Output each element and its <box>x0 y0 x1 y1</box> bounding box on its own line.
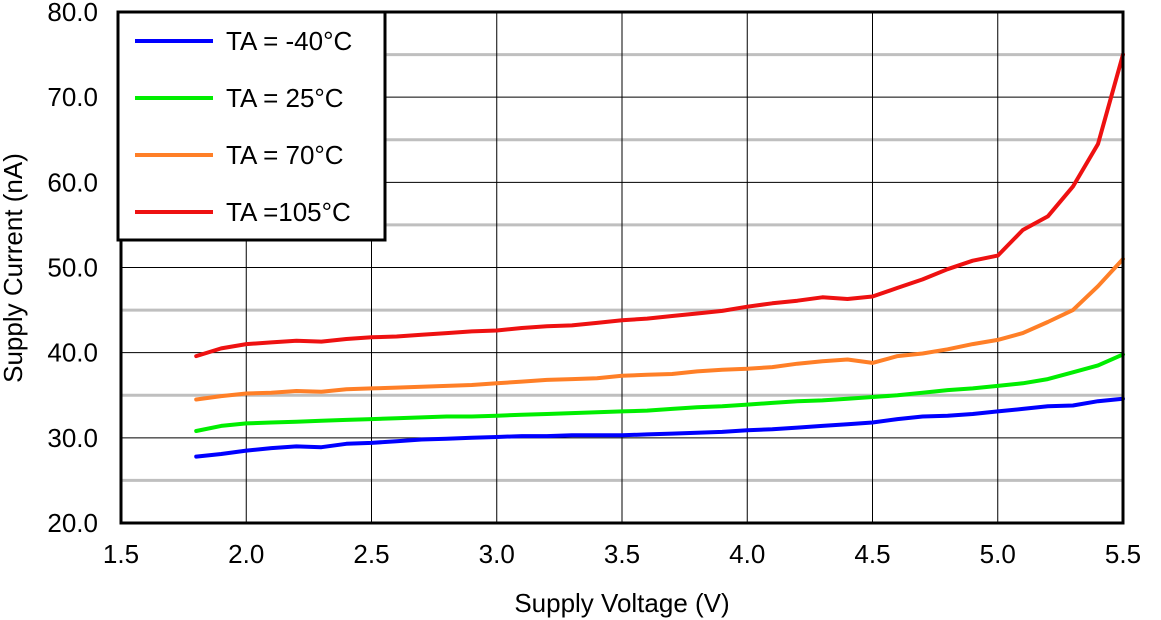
series-line-1 <box>194 352 1125 433</box>
legend-box <box>116 10 387 242</box>
x-tick-label: 3.0 <box>479 539 515 569</box>
series-line-2 <box>194 257 1125 402</box>
y-tick-label: 50.0 <box>47 253 98 283</box>
x-axis-ticks: 1.5 2.0 2.5 3.0 3.5 4.0 4.5 5.0 5.5 <box>103 539 1141 569</box>
legend-label-25: TA = 25°C <box>226 83 344 113</box>
y-tick-label: 70.0 <box>47 82 98 112</box>
x-tick-label: 2.0 <box>228 539 264 569</box>
y-tick-label: 20.0 <box>47 508 98 538</box>
series-line-0 <box>194 396 1125 459</box>
x-tick-label: 4.5 <box>854 539 890 569</box>
y-tick-label: 80.0 <box>47 0 98 27</box>
series-line-3 <box>194 52 1125 359</box>
y-tick-label: 40.0 <box>47 338 98 368</box>
x-tick-label: 5.0 <box>980 539 1016 569</box>
legend-label-105: TA =105°C <box>226 197 351 227</box>
y-axis-title: Supply Current (nA) <box>0 153 28 383</box>
plot-frame <box>119 10 1125 525</box>
x-tick-label: 4.0 <box>729 539 765 569</box>
x-tick-label: 1.5 <box>103 539 139 569</box>
x-tick-label: 3.5 <box>604 539 640 569</box>
y-tick-label: 60.0 <box>47 167 98 197</box>
y-axis-ticks: 20.0 30.0 40.0 50.0 60.0 70.0 80.0 <box>47 0 98 538</box>
legend-label-minus40: TA = -40°C <box>226 26 352 56</box>
series-lines <box>194 52 1125 459</box>
x-tick-label: 2.5 <box>353 539 389 569</box>
x-tick-label: 5.5 <box>1105 539 1141 569</box>
legend: TA = -40°C TA = 25°C TA = 70°C TA =105°C <box>116 10 387 242</box>
x-axis-title: Supply Voltage (V) <box>514 588 729 618</box>
y-tick-label: 30.0 <box>47 423 98 453</box>
legend-label-70: TA = 70°C <box>226 140 344 170</box>
